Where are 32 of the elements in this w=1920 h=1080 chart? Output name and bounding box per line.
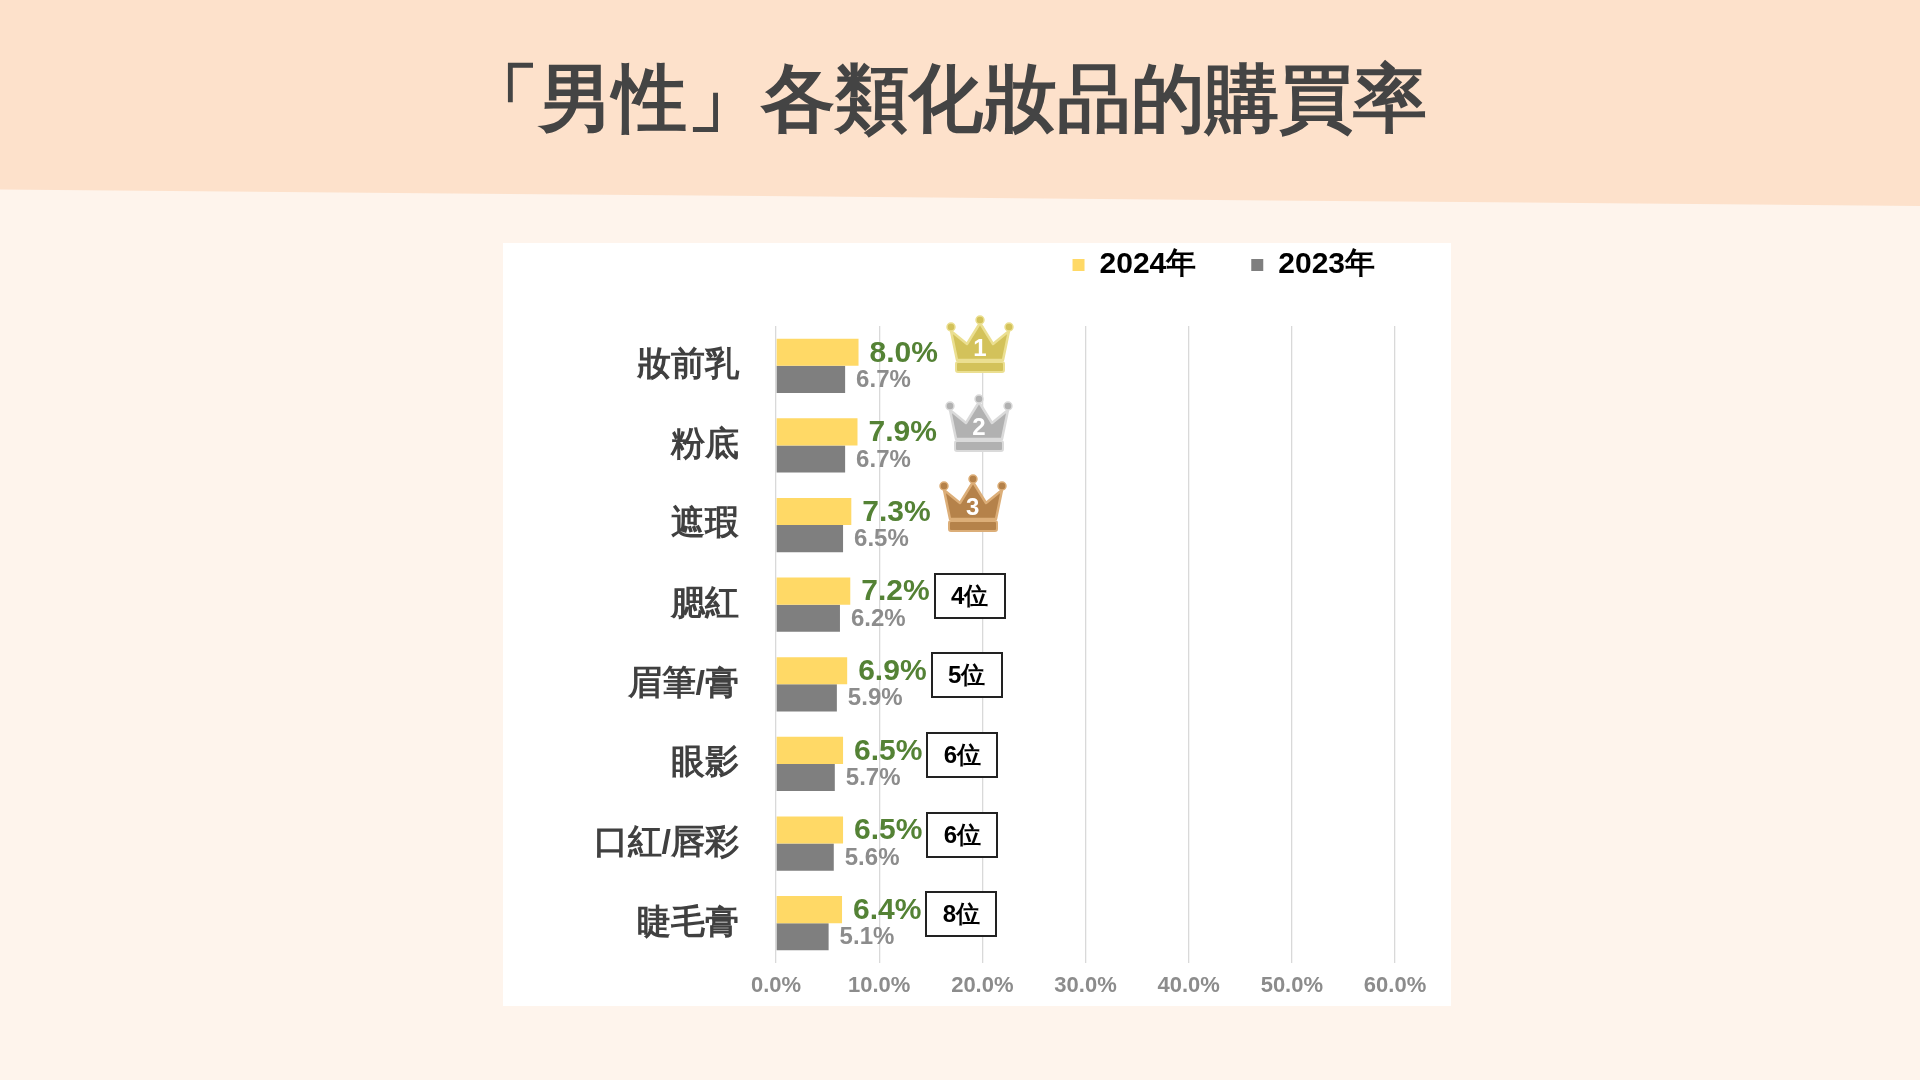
annotation: 2 <box>972 413 986 441</box>
x-tick-label: 20.0% <box>951 972 1014 998</box>
y-tick-label: 遮瑕 <box>671 503 739 542</box>
annotation: 1 <box>973 333 987 361</box>
chart-title: 「男性」各類化妝品的購買率 <box>464 57 1428 140</box>
y-tick-label: 口紅/唇彩 <box>593 821 739 860</box>
data-label: 6.4% <box>853 891 922 925</box>
x-tick-label: 30.0% <box>1054 972 1117 998</box>
data-label: 7.3% <box>862 493 931 527</box>
annotation: 3 <box>966 493 980 521</box>
y-tick-label: 睫毛膏 <box>637 901 739 940</box>
legend-label: 2024年 <box>1099 246 1197 280</box>
data-label: 6.5% <box>854 524 909 552</box>
data-label: 5.7% <box>845 763 901 791</box>
data-label: 6.5% <box>854 732 923 766</box>
x-tick-label: 60.0% <box>1363 972 1427 998</box>
x-tick-label: 10.0% <box>847 972 911 998</box>
y-tick-label: 妝前乳 <box>636 344 740 383</box>
annotation: 6位 <box>943 820 982 848</box>
x-tick-label: 0.0% <box>750 972 802 998</box>
y-tick-label: 粉底 <box>670 423 739 462</box>
x-tick-label: 50.0% <box>1260 972 1324 998</box>
annotation: 5位 <box>947 661 986 689</box>
annotation: 4位 <box>950 581 989 609</box>
data-label: 5.1% <box>839 922 895 950</box>
annotation: 6位 <box>943 740 982 768</box>
y-tick-label: 眼影 <box>671 742 739 781</box>
legend-label: 2023年 <box>1278 246 1376 280</box>
annotation: 8位 <box>942 900 981 928</box>
y-tick-label: 眉筆/膏 <box>626 662 739 701</box>
x-tick-label: 40.0% <box>1157 972 1220 998</box>
y-tick-label: 腮紅 <box>670 583 739 622</box>
